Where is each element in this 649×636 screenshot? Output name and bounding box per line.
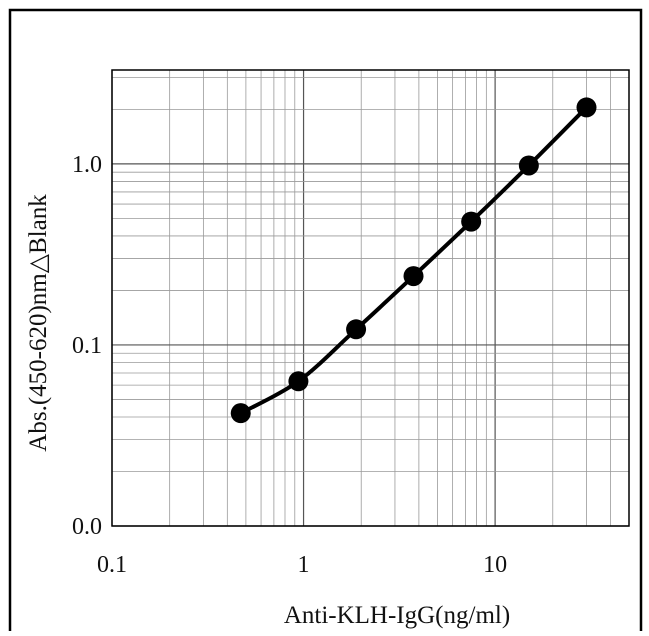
- data-point: [518, 155, 539, 176]
- y-axis-label: Abs.(450-620)nm△Blank: [25, 194, 52, 452]
- series-line: [238, 105, 589, 416]
- x-tick-label: 1: [298, 552, 310, 578]
- tick-labels: 0.1 1 10 0.0 0.1 1.0: [72, 152, 507, 578]
- data-point: [403, 266, 424, 287]
- y-tick-label: 0.1: [72, 333, 102, 359]
- x-axis-label: Anti-KLH-IgG(ng/ml): [284, 602, 510, 629]
- y-tick-label: 1.0: [72, 152, 102, 178]
- series-layer: [230, 97, 597, 424]
- data-point: [230, 403, 251, 424]
- data-point: [346, 319, 367, 340]
- x-tick-label: 0.1: [97, 552, 127, 578]
- outer-border: [8, 8, 643, 636]
- y-tick-label: 0.0: [72, 514, 102, 540]
- x-tick-label: 10: [483, 552, 507, 578]
- data-point: [461, 211, 482, 232]
- data-point: [288, 371, 309, 392]
- plot-area-border: [111, 69, 630, 527]
- data-point: [576, 97, 597, 118]
- grid-layer: [111, 70, 630, 527]
